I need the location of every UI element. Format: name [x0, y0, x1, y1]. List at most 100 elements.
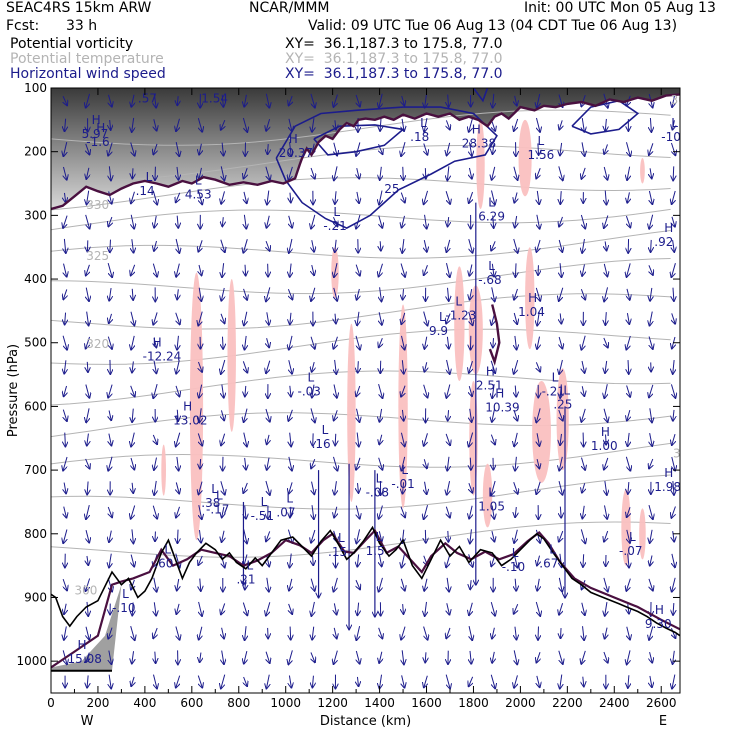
- wind-arrow: [514, 675, 517, 687]
- wind-arrow: [312, 240, 314, 251]
- wind-arrow: [446, 627, 450, 638]
- wind-arrow: [199, 287, 201, 301]
- theta-contour-label: 320: [673, 446, 696, 460]
- extremum-marker: L: [338, 531, 345, 545]
- wind-arrow: [469, 385, 472, 396]
- wind-arrow: [132, 168, 133, 178]
- wind-arrow: [287, 529, 292, 543]
- wind-arrow: [650, 433, 653, 446]
- extremum-marker: L: [286, 492, 293, 506]
- wind-arrow: [290, 263, 291, 277]
- wind-arrow: [86, 167, 88, 179]
- wind-arrow: [581, 335, 586, 350]
- wind-arrow: [627, 650, 630, 664]
- wind-arrow: [244, 408, 247, 422]
- wind-arrow: [493, 93, 494, 108]
- wind-arrow: [672, 313, 675, 323]
- wind-arrow: [424, 143, 428, 155]
- wind-arrow: [242, 117, 247, 132]
- wind-arrow: [64, 238, 65, 253]
- wind-arrow: [108, 627, 112, 639]
- extremum-marker: L: [164, 543, 171, 557]
- extremum-value: .57: [138, 92, 157, 106]
- wind-arrow: [334, 577, 338, 592]
- wind-arrow: [649, 626, 653, 639]
- wind-arrow: [177, 409, 178, 421]
- wind-arrow: [582, 118, 584, 132]
- y-axis-label: Pressure (hPa): [6, 344, 21, 437]
- wind-arrow: [604, 505, 607, 518]
- wind-arrow: [87, 361, 88, 372]
- wind-arrow: [153, 312, 157, 324]
- wind-arrow: [357, 602, 358, 616]
- wind-arrow: [86, 652, 89, 662]
- wind-arrow: [87, 481, 88, 495]
- field-name-wind: Horizontal wind speed: [10, 66, 166, 82]
- wind-arrow: [154, 457, 157, 470]
- wind-arrow: [649, 336, 653, 349]
- wind-arrow: [153, 627, 157, 638]
- wind-arrow: [86, 505, 89, 519]
- wind-arrow: [671, 627, 675, 638]
- extremum-marker: H: [495, 387, 504, 401]
- wind-arrow: [650, 168, 652, 178]
- wind-arrow: [492, 627, 494, 639]
- wind-arrow: [154, 577, 157, 592]
- wind-arrow: [131, 335, 134, 350]
- wind-arrow: [605, 480, 607, 495]
- wind-arrow: [627, 529, 630, 543]
- extremum-marker: L: [488, 485, 495, 499]
- extremum-value: 20.37: [279, 146, 313, 160]
- extremum-marker: L: [455, 294, 462, 308]
- wind-arrow: [424, 239, 427, 252]
- wind-arrow: [380, 119, 381, 131]
- wind-arrow: [672, 190, 676, 204]
- wind-arrow: [537, 336, 540, 349]
- wind-arrow: [289, 578, 292, 591]
- wind-arrow: [514, 166, 518, 180]
- positive-pv-shading: [532, 380, 551, 483]
- wind-arrow: [132, 651, 134, 663]
- wind-arrow: [582, 386, 584, 396]
- wind-arrow: [153, 263, 157, 277]
- y-tick-label: 800: [24, 527, 47, 541]
- wind-arrow: [626, 215, 630, 227]
- wind-arrow: [604, 408, 608, 422]
- theta-contour: [51, 474, 671, 510]
- wind-arrow: [357, 676, 358, 686]
- wind-arrow: [470, 457, 471, 470]
- wind-arrow: [131, 191, 135, 204]
- wind-arrow: [650, 651, 653, 662]
- wind-arrow: [63, 142, 66, 156]
- wind-arrow: [176, 238, 179, 253]
- extremum-value: 9.30: [645, 617, 672, 631]
- wind-arrow: [628, 675, 629, 688]
- wind-arrow: [176, 263, 179, 277]
- extremum-marker: L: [629, 530, 636, 544]
- wind-arrow: [245, 264, 246, 276]
- extremum-marker: L: [246, 559, 253, 573]
- wind-arrow: [672, 433, 675, 445]
- wind-arrow: [152, 190, 157, 205]
- extremum-marker: L: [146, 170, 153, 184]
- wind-arrow: [514, 432, 517, 446]
- wind-arrow: [334, 287, 337, 301]
- wind-arrow: [357, 432, 359, 447]
- extremum-value: .21: [236, 573, 255, 587]
- y-tick-label: 700: [24, 463, 47, 477]
- wind-arrow: [470, 408, 472, 422]
- wind-arrow: [605, 241, 606, 250]
- wind-arrow: [199, 481, 203, 495]
- extremum-marker: L: [308, 371, 315, 385]
- wind-arrow: [176, 482, 179, 493]
- wind-arrow: [514, 118, 518, 131]
- wind-arrow: [267, 434, 269, 444]
- extremum-value: -1.23: [445, 308, 476, 322]
- wind-arrow: [515, 95, 517, 106]
- wind-arrow: [468, 311, 473, 325]
- extremum-value: .16: [312, 437, 331, 451]
- wind-arrow: [469, 505, 472, 519]
- wind-arrow: [424, 117, 427, 132]
- positive-pv-shading: [525, 247, 535, 350]
- wind-arrow: [109, 166, 111, 180]
